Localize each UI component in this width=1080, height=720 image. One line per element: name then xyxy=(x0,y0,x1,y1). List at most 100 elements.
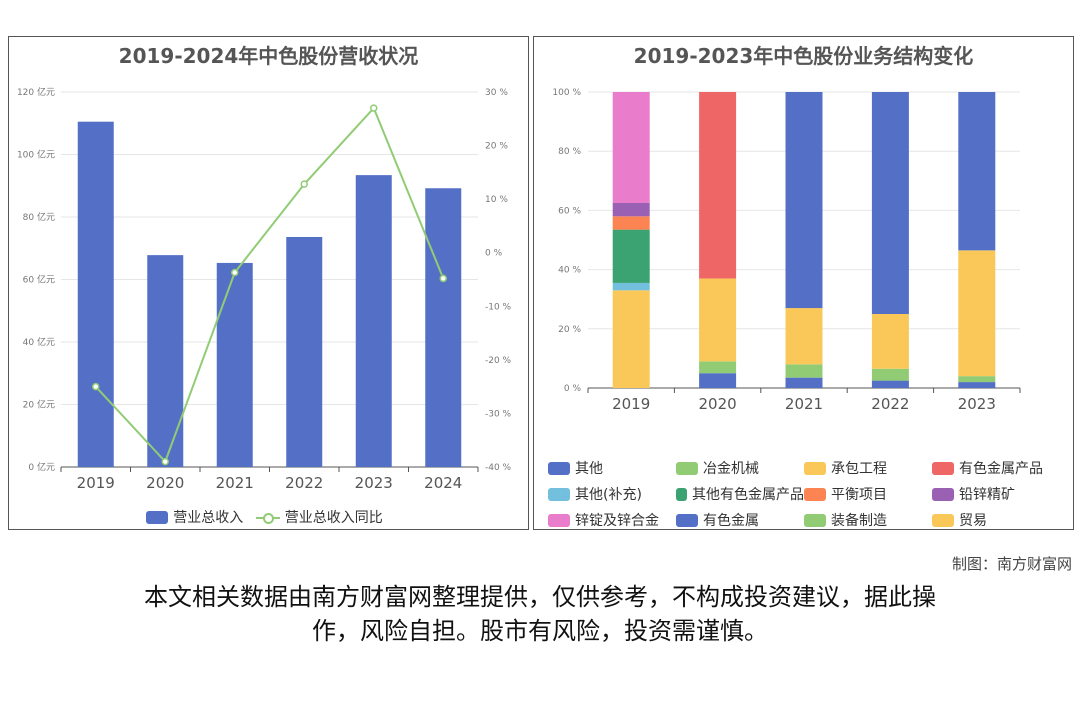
legend-label: 营业总收入 xyxy=(173,510,244,526)
legend-swatch xyxy=(548,487,570,501)
legend-item[interactable]: 铅锌精矿 xyxy=(932,484,1060,504)
revenue-yoy-point xyxy=(300,180,308,188)
legend-label: 营业总收入同比 xyxy=(284,510,383,526)
stack-segment xyxy=(958,92,996,251)
legend-item[interactable]: 贸易 xyxy=(932,510,1060,529)
stack-segment xyxy=(871,92,909,314)
y-right-tick-label: -20 % xyxy=(485,356,512,366)
stack-segment xyxy=(785,308,823,365)
revenue-yoy-point xyxy=(161,457,169,466)
y-tick-label: 60 % xyxy=(558,206,581,216)
revenue-chart-panel: 2019-2024年中色股份营收状况 0 亿元 20 亿元 40 亿元 60 亿元 80… xyxy=(8,36,529,530)
legend-swatch xyxy=(932,487,954,501)
legend-swatch xyxy=(548,513,570,527)
stack-segment xyxy=(612,282,650,291)
structure-chart-legend: 其他 冶金机械 承包工程 有色金属产品其他(补充) 其他有色金属产品 平衡项目 铅锌精矿锌锭… xyxy=(548,458,1068,529)
y-right-tick-label: -40 % xyxy=(485,463,512,473)
revenue-bar xyxy=(286,237,323,467)
stack-segment xyxy=(612,216,650,230)
y-right-tick-label: 0 % xyxy=(485,249,503,259)
legend-label: 平衡项目 xyxy=(831,487,887,503)
legend-label: 其他有色金属产品 xyxy=(692,487,804,503)
y-left-tick-label: 120 亿元 xyxy=(17,86,55,98)
legend-label: 冶金机械 xyxy=(703,461,759,477)
legend-label: 其他(补充) xyxy=(575,487,642,503)
legend-label: 锌锭及锌合金 xyxy=(575,513,659,529)
stack-segment xyxy=(958,382,996,388)
stack-segment xyxy=(785,92,823,309)
stack-segment xyxy=(785,364,823,378)
x-tick-label: 2022 xyxy=(285,474,323,492)
x-tick-label: 2021 xyxy=(216,474,254,492)
structure-chart: 0 % 20 % 40 % 60 % 80 % 100 % 2019 2020 2021 2022… xyxy=(552,88,1021,413)
legend-item[interactable]: 承包工程 xyxy=(804,458,932,478)
stack-segment xyxy=(871,314,909,369)
stack-segment xyxy=(699,373,737,388)
stack-segment xyxy=(612,290,650,388)
legend-item[interactable]: 有色金属产品 xyxy=(932,458,1060,478)
legend-label: 有色金属 xyxy=(703,513,759,529)
revenue-yoy-point xyxy=(231,268,239,277)
revenue-bar xyxy=(77,121,114,467)
y-right-tick-label: 20 % xyxy=(485,142,508,152)
legend-item[interactable]: 冶金机械 xyxy=(676,458,804,478)
stack-segment xyxy=(612,229,650,283)
legend-item[interactable]: 装备制造 xyxy=(804,510,932,529)
x-tick-label: 2022 xyxy=(871,395,909,413)
legend-swatch xyxy=(932,513,954,527)
legend-item[interactable]: 有色金属 xyxy=(676,510,804,529)
y-tick-label: 20 % xyxy=(558,325,581,335)
y-right-tick-label: -30 % xyxy=(485,409,512,419)
structure-chart-title: 2019-2023年中色股份业务结构变化 xyxy=(633,44,974,68)
legend-item[interactable]: 其他(补充) xyxy=(548,484,676,504)
revenue-yoy-point xyxy=(439,274,447,283)
y-right-tick-label: 10 % xyxy=(485,195,508,205)
legend-swatch xyxy=(676,461,698,475)
y-tick-label: 0 % xyxy=(564,384,582,394)
disclaimer-line-1: 本文相关数据由南方财富网整理提供，仅供参考，不构成投资建议，据此操 xyxy=(144,583,936,611)
stack-segment xyxy=(612,203,650,217)
revenue-bar xyxy=(355,175,392,467)
legend-item[interactable]: 锌锭及锌合金 xyxy=(548,510,676,529)
revenue-yoy-point xyxy=(92,382,100,391)
legend-label: 贸易 xyxy=(959,513,987,529)
revenue-chart-legend: 营业总收入 营业总收入同比 xyxy=(9,507,528,528)
legend-swatch xyxy=(804,487,826,501)
stack-segment xyxy=(699,361,737,374)
legend-label: 装备制造 xyxy=(831,513,887,529)
y-tick-label: 40 % xyxy=(558,266,581,276)
legend-swatch xyxy=(804,513,826,527)
stack-segment xyxy=(699,278,737,362)
y-tick-label: 80 % xyxy=(558,147,581,157)
legend-item[interactable]: 其他有色金属产品 xyxy=(676,484,804,504)
y-left-tick-label: 100 亿元 xyxy=(17,149,55,161)
x-tick-label: 2023 xyxy=(958,395,996,413)
legend-line-swatch xyxy=(255,511,280,524)
x-tick-label: 2019 xyxy=(77,474,115,492)
x-tick-label: 2021 xyxy=(785,395,823,413)
legend-item[interactable]: 平衡项目 xyxy=(804,484,932,504)
stack-segment xyxy=(785,377,823,388)
revenue-bar xyxy=(425,188,462,467)
stack-segment xyxy=(612,92,650,203)
legend-label: 铅锌精矿 xyxy=(959,487,1015,503)
stack-segment xyxy=(958,250,996,377)
legend-swatch xyxy=(932,461,954,475)
x-tick-label: 2024 xyxy=(424,474,462,492)
legend-item-revenue[interactable]: 营业总收入 xyxy=(146,507,243,527)
disclaimer-line-2: 作，风险自担。股市有风险，投资需谨慎。 xyxy=(312,617,768,645)
stack-segment xyxy=(958,376,996,383)
chart-credit: 制图：南方财富网 xyxy=(951,555,1072,573)
legend-item-revenue-yoy[interactable]: 营业总收入同比 xyxy=(255,507,383,527)
revenue-chart-title: 2019-2024年中色股份营收状况 xyxy=(118,44,419,68)
revenue-yoy-point xyxy=(370,104,378,112)
legend-swatch xyxy=(548,461,570,475)
revenue-chart: 0 亿元 20 亿元 40 亿元 60 亿元 80 亿元 100 亿元 120 亿元 -40 … xyxy=(17,86,512,492)
revenue-yoy-line xyxy=(95,106,445,464)
y-left-tick-label: 20 亿元 xyxy=(23,399,55,411)
x-tick-label: 2020 xyxy=(146,474,184,492)
legend-label: 有色金属产品 xyxy=(959,461,1043,477)
legend-swatch xyxy=(146,510,169,524)
legend-item[interactable]: 其他 xyxy=(548,458,676,478)
legend-label: 承包工程 xyxy=(831,461,887,477)
